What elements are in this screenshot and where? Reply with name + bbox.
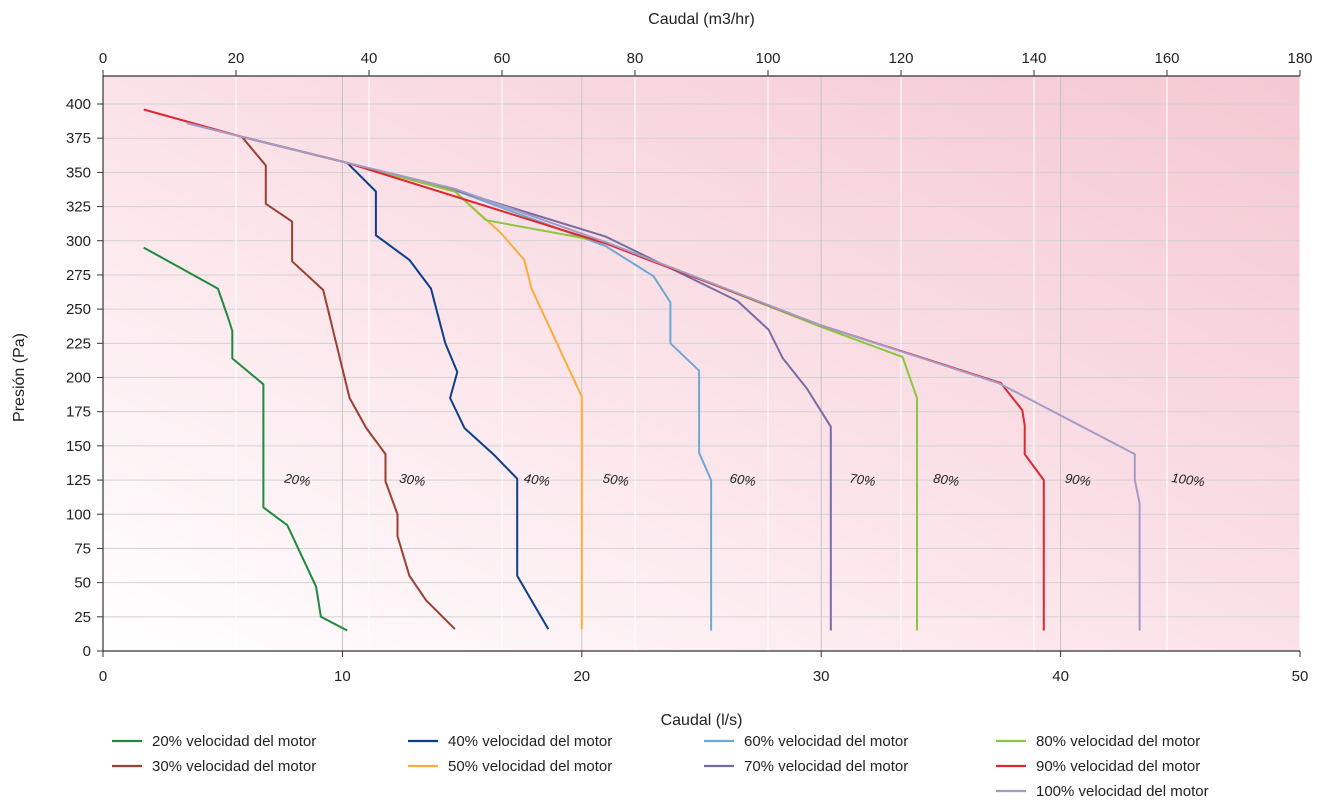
y-tick-label: 325 [66,199,91,216]
y-tick-label: 400 [66,96,91,113]
legend-label: 70% velocidad del motor [744,758,908,775]
legend-label: 100% velocidad del motor [1036,783,1209,800]
x-tick-label: 50 [1292,668,1309,685]
y-tick-label: 75 [74,540,91,557]
plot-background [103,76,1300,651]
top-tick-label: 160 [1154,50,1179,67]
y-tick-label: 350 [66,164,91,181]
legend-label: 30% velocidad del motor [152,758,316,775]
y-tick-label: 225 [66,335,91,352]
top-tick-label: 120 [888,50,913,67]
y-tick-label: 125 [66,472,91,489]
top-tick-label: 80 [627,50,644,67]
top-tick-label: 0 [99,50,107,67]
y-tick-label: 175 [66,404,91,421]
y-tick-label: 0 [83,643,91,660]
x-tick-label: 10 [334,668,351,685]
y-tick-label: 375 [66,130,91,147]
top-tick-label: 60 [494,50,511,67]
top-tick-label: 100 [755,50,780,67]
y-tick-label: 150 [66,438,91,455]
legend-label: 60% velocidad del motor [744,733,908,750]
y-tick-label: 200 [66,370,91,387]
y-tick-label: 25 [74,609,91,626]
y-tick-label: 50 [74,575,91,592]
top-tick-label: 180 [1287,50,1312,67]
top-tick-label: 140 [1021,50,1046,67]
legend-label: 20% velocidad del motor [152,733,316,750]
legend-label: 50% velocidad del motor [448,758,612,775]
x-tick-label: 40 [1052,668,1069,685]
top-axis-title: Caudal (m3/hr) [648,11,755,28]
x-tick-label: 20 [573,668,590,685]
y-tick-label: 300 [66,233,91,250]
x-tick-label: 30 [813,668,830,685]
y-tick-label: 275 [66,267,91,284]
legend-label: 90% velocidad del motor [1036,758,1200,775]
y-tick-label: 250 [66,301,91,318]
top-tick-label: 20 [228,50,245,67]
legend-label: 80% velocidad del motor [1036,733,1200,750]
y-tick-label: 100 [66,506,91,523]
legend: 20% velocidad del motor 30% velocidad del… [112,733,1209,800]
y-axis-title: Presión (Pa) [11,333,28,422]
top-tick-label: 40 [361,50,378,67]
x-tick-label: 0 [99,668,107,685]
x-axis-title: Caudal (l/s) [661,712,743,729]
legend-label: 40% velocidad del motor [448,733,612,750]
